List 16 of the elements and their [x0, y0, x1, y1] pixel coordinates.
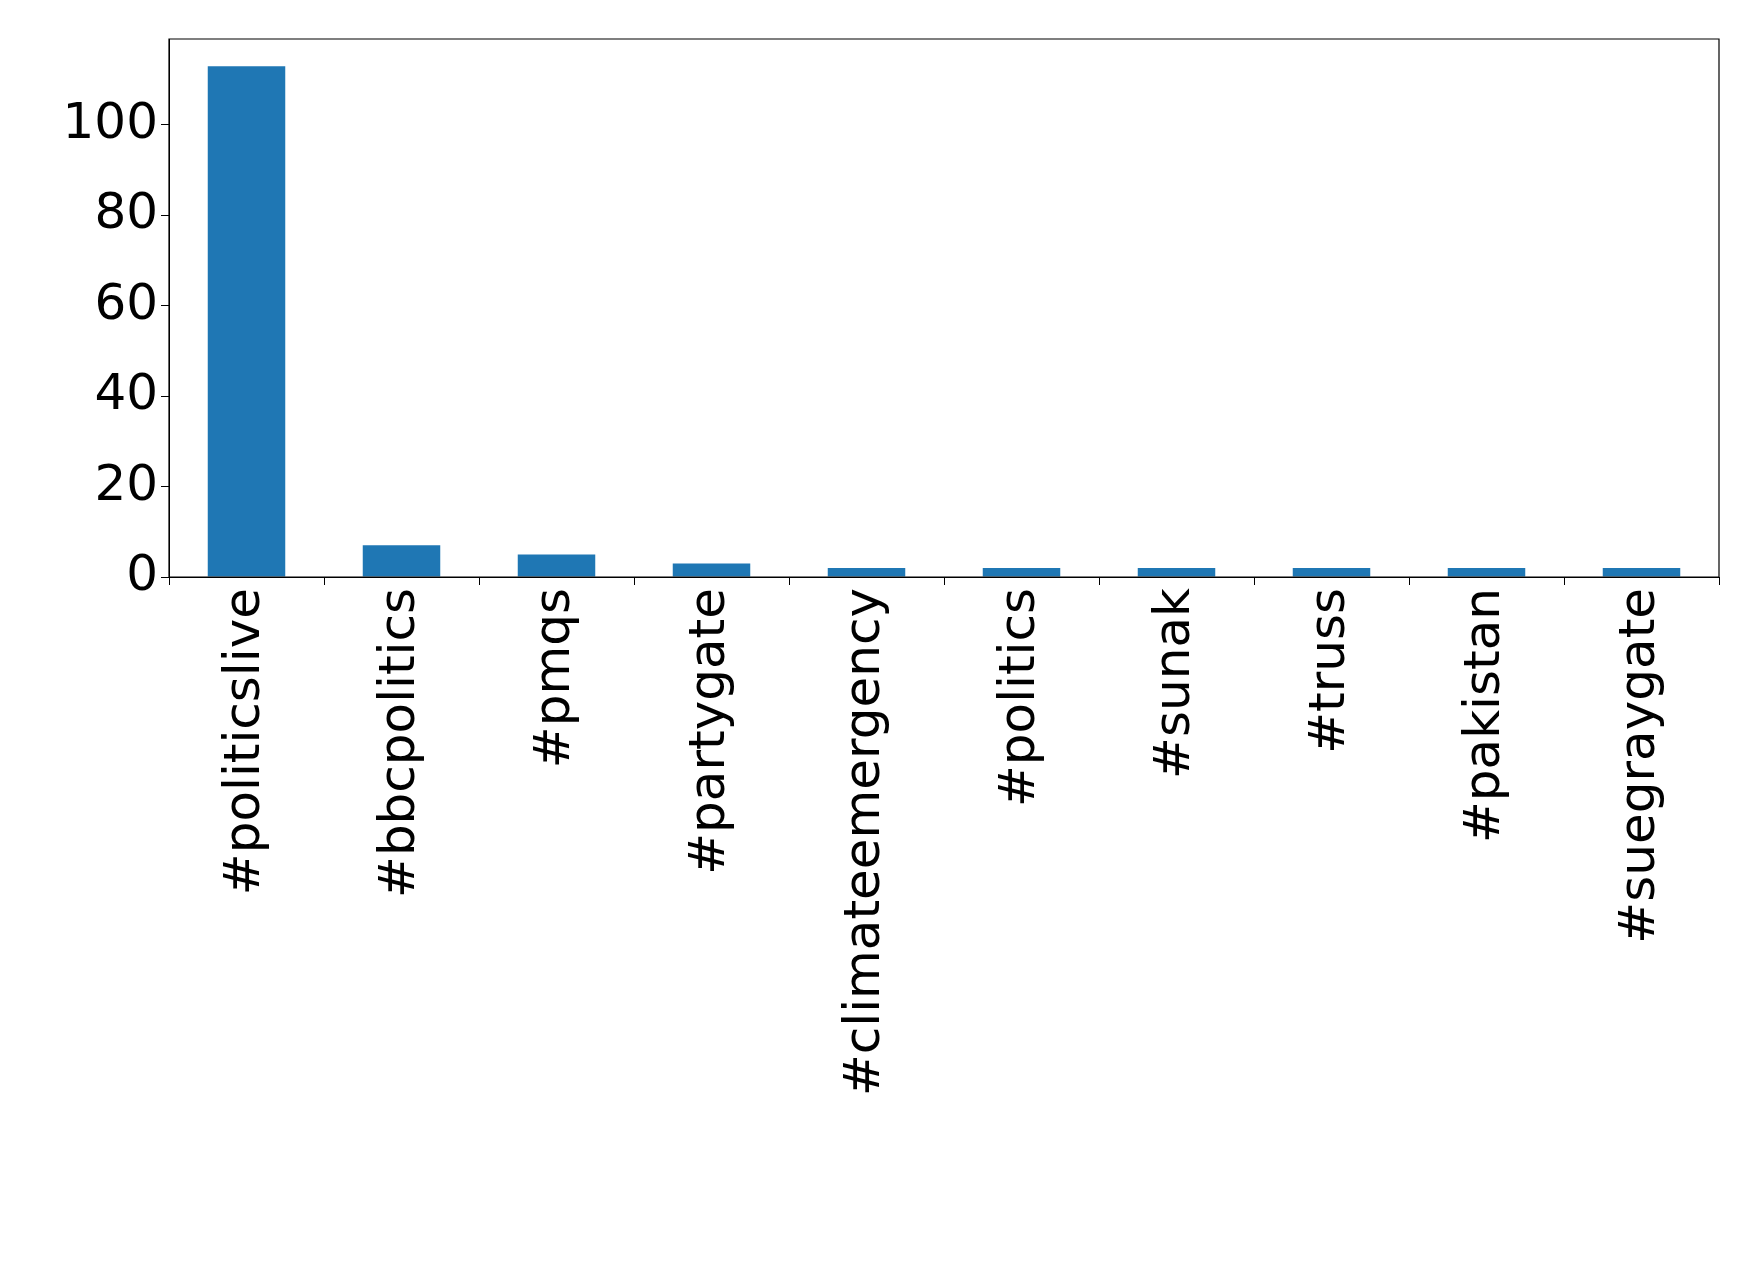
x-tick-label: #politicslive	[213, 588, 272, 896]
x-tick-label: #truss	[1298, 588, 1357, 754]
y-tick-label: 80	[94, 182, 158, 241]
x-tick-label: #pakistan	[1453, 588, 1512, 844]
x-tick-label: #bbcpolitics	[368, 588, 427, 899]
x-tick-label: #pmqs	[523, 588, 582, 769]
x-tick-label: #sunak	[1143, 587, 1202, 779]
y-tick-label: 20	[94, 453, 158, 512]
y-tick-label: 100	[62, 91, 158, 150]
x-tick-label: #politics	[988, 588, 1047, 808]
y-tick-label: 0	[126, 543, 158, 602]
x-tick-label: #partygate	[678, 588, 737, 875]
y-tick-label: 40	[94, 363, 158, 422]
x-tick-label: #climateemergency	[833, 588, 892, 1097]
y-tick-label: 60	[94, 272, 158, 331]
x-tick-label: #suegraygate	[1608, 588, 1667, 944]
